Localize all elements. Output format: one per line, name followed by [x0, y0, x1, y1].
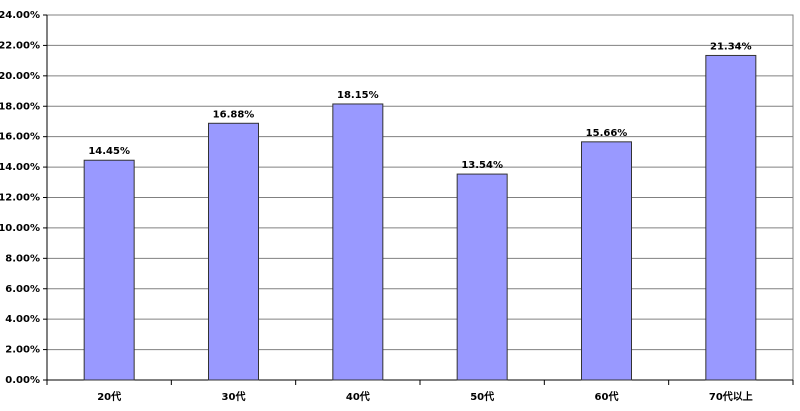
- y-tick-label: 10.00%: [0, 223, 40, 234]
- y-tick-label: 4.00%: [5, 314, 40, 325]
- x-tick-label: 20代: [97, 390, 121, 403]
- bar: [332, 103, 384, 381]
- data-label: 14.45%: [88, 146, 130, 157]
- bar: [208, 122, 259, 381]
- y-tick-label: 2.00%: [5, 345, 40, 356]
- x-tick-label: 30代: [222, 390, 246, 403]
- data-label: 21.34%: [710, 41, 752, 52]
- data-label: 15.66%: [586, 128, 628, 139]
- data-label: 16.88%: [213, 109, 255, 120]
- y-tick-label: 20.00%: [0, 71, 40, 82]
- bar: [705, 54, 757, 381]
- data-label: 18.15%: [337, 90, 379, 101]
- y-tick-label: 16.00%: [0, 132, 40, 143]
- y-tick-label: 18.00%: [0, 101, 40, 112]
- bar: [83, 159, 135, 381]
- x-tick-label: 40代: [346, 390, 370, 403]
- y-tick-label: 6.00%: [5, 284, 40, 295]
- y-tick-label: 22.00%: [0, 40, 40, 51]
- bar: [456, 173, 508, 381]
- x-tick-label: 50代: [470, 390, 494, 403]
- bar: [581, 141, 632, 381]
- y-tick-label: 8.00%: [5, 253, 40, 264]
- data-label: 13.54%: [461, 160, 503, 171]
- y-tick-label: 14.00%: [0, 162, 40, 173]
- x-tick-label: 70代以上: [709, 390, 753, 403]
- y-tick-label: 12.00%: [0, 193, 40, 204]
- y-tick-label: 0.00%: [5, 375, 40, 386]
- x-tick-label: 60代: [595, 390, 619, 403]
- y-tick-label: 24.00%: [0, 10, 40, 21]
